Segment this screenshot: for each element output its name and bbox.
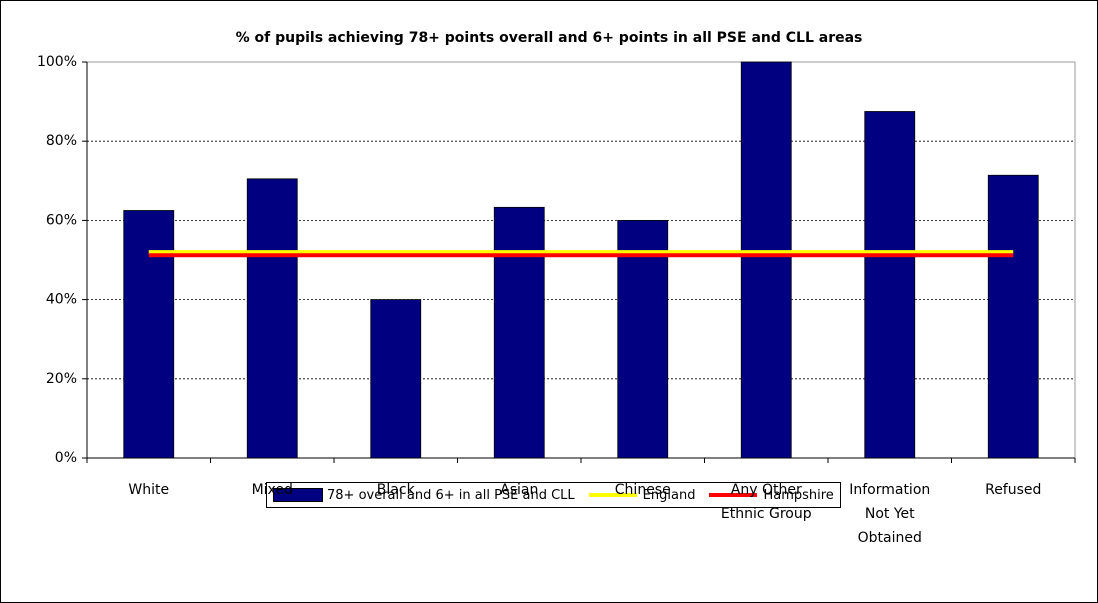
legend-swatch xyxy=(588,493,637,497)
x-tick-label: Chinese xyxy=(614,482,671,498)
bar xyxy=(493,206,545,459)
y-tick-label: 100% xyxy=(37,54,77,70)
bar xyxy=(864,111,916,459)
x-tick-label: Information Not Yet Obtained xyxy=(849,482,931,546)
bar xyxy=(740,61,792,459)
bar xyxy=(246,178,298,459)
x-tick-label: Asian xyxy=(500,482,539,498)
bar xyxy=(987,174,1039,459)
legend-swatch xyxy=(273,488,323,502)
bar xyxy=(617,219,669,459)
y-tick-label: 80% xyxy=(46,133,77,149)
y-tick-label: 20% xyxy=(46,371,77,387)
x-tick-label: Black xyxy=(376,482,415,498)
x-tick-label: Any Other Ethnic Group xyxy=(720,482,812,522)
x-tick-label: White xyxy=(128,482,170,498)
legend-swatch xyxy=(709,493,758,497)
legend: 78+ overall and 6+ in all PSE and CLL Eng… xyxy=(266,482,841,508)
x-tick-label: Mixed xyxy=(251,482,293,498)
y-tick-label: 40% xyxy=(46,292,77,308)
y-tick-label: 60% xyxy=(46,212,77,228)
legend-label: 78+ overall and 6+ in all PSE and CLL xyxy=(327,487,575,503)
legend-label: Hampshire xyxy=(763,487,834,503)
chart-title: % of pupils achieving 78+ points overall… xyxy=(236,30,863,46)
bar xyxy=(123,210,175,459)
legend-label: England xyxy=(642,487,696,503)
y-tick-label: 0% xyxy=(55,450,77,466)
bar xyxy=(370,299,422,459)
plot-area xyxy=(86,61,1076,459)
x-tick-label: Refused xyxy=(985,482,1042,498)
